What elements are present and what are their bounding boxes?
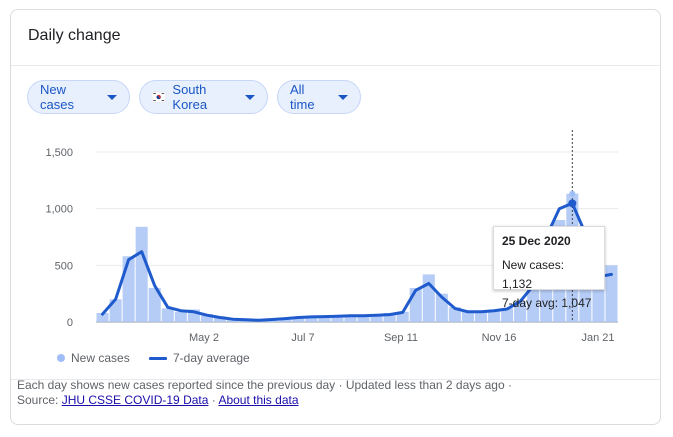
legend-new-cases: New cases (57, 351, 130, 365)
y-tick-label: 1,500 (45, 147, 73, 159)
bar (200, 314, 213, 322)
legend-line-icon (149, 356, 167, 360)
bar (344, 315, 357, 322)
metric-dropdown[interactable]: New cases (27, 80, 130, 114)
bar (174, 311, 187, 322)
x-tick-label: Nov 16 (482, 332, 517, 344)
footer-divider (11, 379, 660, 380)
legend-label-new-cases: New cases (71, 351, 130, 365)
y-tick-label: 0 (67, 317, 73, 329)
bar (461, 310, 474, 322)
bar (213, 316, 226, 322)
metric-label: New cases (40, 82, 74, 112)
bar (501, 308, 514, 322)
bar (605, 265, 618, 322)
footer: Each day shows new cases reported since … (17, 378, 512, 408)
bar (279, 318, 292, 322)
bar (474, 311, 487, 322)
bar (527, 288, 540, 322)
bar (109, 299, 122, 322)
chevron-down-icon (338, 94, 348, 100)
bar (396, 311, 409, 322)
range-label: All time (290, 82, 315, 112)
tooltip-new-cases: New cases: 1,132 (502, 258, 565, 291)
card-title: Daily change (28, 27, 121, 44)
bar (318, 316, 331, 322)
hover-point-bar (569, 190, 576, 197)
daily-change-card: Daily change New cases South Korea All t… (10, 9, 661, 425)
country-label: South Korea (172, 82, 208, 112)
chevron-down-icon (245, 94, 255, 100)
x-tick-label: Jan 21 (581, 332, 614, 344)
hover-point-line (568, 199, 577, 208)
footer-source-line: Source: JHU CSSE COVID-19 Data · About t… (17, 393, 512, 408)
bar (148, 288, 161, 322)
bar (448, 307, 461, 322)
bar (135, 226, 148, 322)
legend-7-day-average: 7-day average (149, 351, 250, 365)
legend-label-7-day-average: 7-day average (173, 351, 250, 365)
bar (161, 308, 174, 322)
bar (331, 316, 344, 322)
x-tick-label: Sep 11 (384, 332, 418, 344)
bar (514, 301, 527, 322)
about-data-link[interactable]: About this data (218, 393, 299, 407)
bar (488, 309, 501, 322)
bar (305, 316, 318, 322)
y-tick-label: 500 (55, 260, 73, 272)
bar (592, 288, 605, 322)
bar (357, 315, 370, 322)
x-tick-label: Jul 7 (291, 332, 314, 344)
x-tick-label: May 2 (189, 332, 219, 344)
tooltip-avg: 7-day avg: 1,047 (502, 296, 592, 310)
footer-note: Each day shows new cases reported since … (17, 378, 512, 392)
bar (292, 317, 305, 322)
chart-tooltip: 25 Dec 2020 New cases: 1,132 7-day avg: … (493, 226, 605, 310)
bar (370, 314, 383, 322)
bar (383, 312, 396, 322)
country-dropdown[interactable]: South Korea (139, 80, 268, 114)
range-dropdown[interactable]: All time (277, 80, 361, 114)
y-tick-label: 1,000 (45, 204, 73, 216)
source-label: Source: (17, 393, 59, 407)
south-korea-flag-icon (152, 91, 166, 103)
bar (96, 312, 109, 322)
bar (422, 274, 435, 322)
legend-dot-icon (57, 354, 65, 362)
source-link[interactable]: JHU CSSE COVID-19 Data (61, 393, 209, 407)
bar (122, 256, 135, 322)
tooltip-date: 25 Dec 2020 (502, 234, 571, 248)
chevron-down-icon (107, 94, 117, 100)
footer-separator: · (211, 393, 216, 407)
header-divider (11, 65, 660, 66)
seven-day-average-line (101, 201, 613, 322)
